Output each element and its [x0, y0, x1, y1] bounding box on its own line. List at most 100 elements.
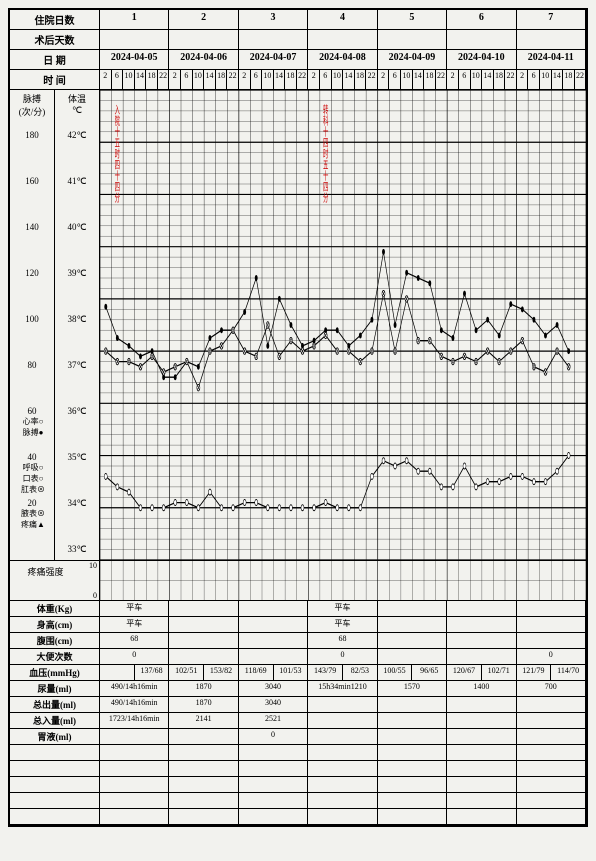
empty-cell — [239, 793, 308, 808]
data-cell: 平车 — [100, 617, 169, 632]
empty-cell — [517, 809, 586, 824]
empty-cell — [100, 777, 169, 792]
time-cell: 18 — [216, 70, 228, 89]
time-cell: 22 — [297, 70, 309, 89]
data-cell — [378, 617, 447, 632]
row-label: 大便次数 — [10, 649, 100, 664]
data-cell — [239, 633, 308, 648]
time-cell: 14 — [552, 70, 564, 89]
plot-svg: 入院十五时四十四分转科十四时五十四分 — [100, 90, 586, 560]
empty-cell — [308, 809, 377, 824]
time-cell: 6 — [389, 70, 401, 89]
time-cell: 10 — [123, 70, 135, 89]
data-cell: 0 — [239, 729, 308, 744]
time-cell: 22 — [227, 70, 239, 89]
empty-cell — [100, 745, 169, 760]
date-cell: 2024-04-07 — [239, 50, 308, 69]
data-cell: 3040 — [239, 697, 308, 712]
empty-cell — [308, 761, 377, 776]
day-number-cell: 6 — [447, 10, 516, 29]
vital-signs-chart: 住院日数 1234567 术后天数 日 期 2024-04-052024-04-… — [8, 8, 588, 827]
time-cell: 2 — [100, 70, 112, 89]
data-cell — [517, 729, 586, 744]
temp-tick: 36℃ — [55, 406, 99, 452]
data-cell — [378, 729, 447, 744]
row-label: 总入量(ml) — [10, 713, 100, 728]
date-label: 日 期 — [10, 50, 100, 69]
empty-cell — [378, 745, 447, 760]
empty-cell — [447, 761, 516, 776]
empty-cell — [169, 777, 238, 792]
empty-cell — [378, 809, 447, 824]
data-row: 总出量(ml)490/14h16min18703040 — [10, 697, 586, 713]
time-cell: 14 — [135, 70, 147, 89]
temp-tick: 35℃ — [55, 452, 99, 498]
postop-cell — [239, 30, 308, 49]
data-cell: 1723/14h16min — [100, 713, 169, 728]
data-cell — [378, 649, 447, 664]
data-cell — [447, 601, 516, 616]
empty-cell — [169, 761, 238, 776]
pain-grid — [100, 561, 586, 600]
data-cell: 0 — [517, 649, 586, 664]
time-cell: 6 — [112, 70, 124, 89]
temp-tick: 34℃ — [55, 498, 99, 544]
empty-cell — [378, 793, 447, 808]
date-cell: 2024-04-08 — [308, 50, 377, 69]
data-cell — [308, 697, 377, 712]
empty-cell — [517, 777, 586, 792]
time-cell: 18 — [563, 70, 575, 89]
row-label: 体重(Kg) — [10, 601, 100, 616]
empty-cell — [169, 745, 238, 760]
data-cell: 100/5596/65 — [378, 665, 447, 680]
time-cell: 2 — [378, 70, 390, 89]
empty-cell — [447, 745, 516, 760]
data-cell — [517, 713, 586, 728]
legend: 呼吸○口表○肛表⊗ — [10, 462, 54, 496]
day-number-cell: 7 — [517, 10, 586, 29]
temp-tick: 39℃ — [55, 268, 99, 314]
data-cell: 1870 — [169, 681, 238, 696]
time-cell: 14 — [413, 70, 425, 89]
empty-rows — [10, 745, 586, 825]
temp-axis-label: 体温℃ — [55, 90, 99, 130]
data-cell — [447, 633, 516, 648]
time-cell: 2 — [447, 70, 459, 89]
time-cell: 18 — [355, 70, 367, 89]
pulse-tick: 80 — [10, 360, 55, 406]
day-number-cell: 4 — [308, 10, 377, 29]
empty-cell — [447, 809, 516, 824]
data-cell: 490/14h16min — [100, 697, 169, 712]
legend: 心率○脉搏● — [10, 416, 54, 438]
postop-label: 术后天数 — [10, 30, 100, 49]
date-cell: 2024-04-06 — [169, 50, 238, 69]
empty-cell — [100, 761, 169, 776]
pulse-tick: 20腋表⊗疼痛▲ — [10, 498, 55, 544]
time-cell: 10 — [401, 70, 413, 89]
svg-text:入院十五时四十四分: 入院十五时四十四分 — [114, 104, 120, 204]
temp-tick: 33℃ — [55, 544, 99, 560]
data-cell: 平车 — [308, 617, 377, 632]
row-label: 腹围(cm) — [10, 633, 100, 648]
date-cell: 2024-04-05 — [100, 50, 169, 69]
day-number-cell: 5 — [378, 10, 447, 29]
time-cell: 14 — [482, 70, 494, 89]
data-cell — [239, 601, 308, 616]
data-row: 体重(Kg)平车 平车 — [10, 601, 586, 617]
data-cell — [378, 697, 447, 712]
empty-cell — [517, 793, 586, 808]
pulse-tick: 60心率○脉搏● — [10, 406, 55, 452]
data-cell: 1570 — [378, 681, 447, 696]
data-cell — [378, 601, 447, 616]
data-row: 血压(mmHg) 137/68102/51153/82118/69101/531… — [10, 665, 586, 681]
data-cell: 137/68 — [100, 665, 169, 680]
data-row: 身高(cm)平车 平车 — [10, 617, 586, 633]
time-cell: 2 — [308, 70, 320, 89]
legend: 腋表⊗疼痛▲ — [10, 508, 54, 530]
postop-row: 术后天数 — [10, 30, 586, 50]
empty-cell — [308, 745, 377, 760]
data-cell: 0 — [308, 649, 377, 664]
empty-row — [10, 793, 586, 809]
postop-cell — [169, 30, 238, 49]
data-cell: 143/7982/53 — [308, 665, 377, 680]
